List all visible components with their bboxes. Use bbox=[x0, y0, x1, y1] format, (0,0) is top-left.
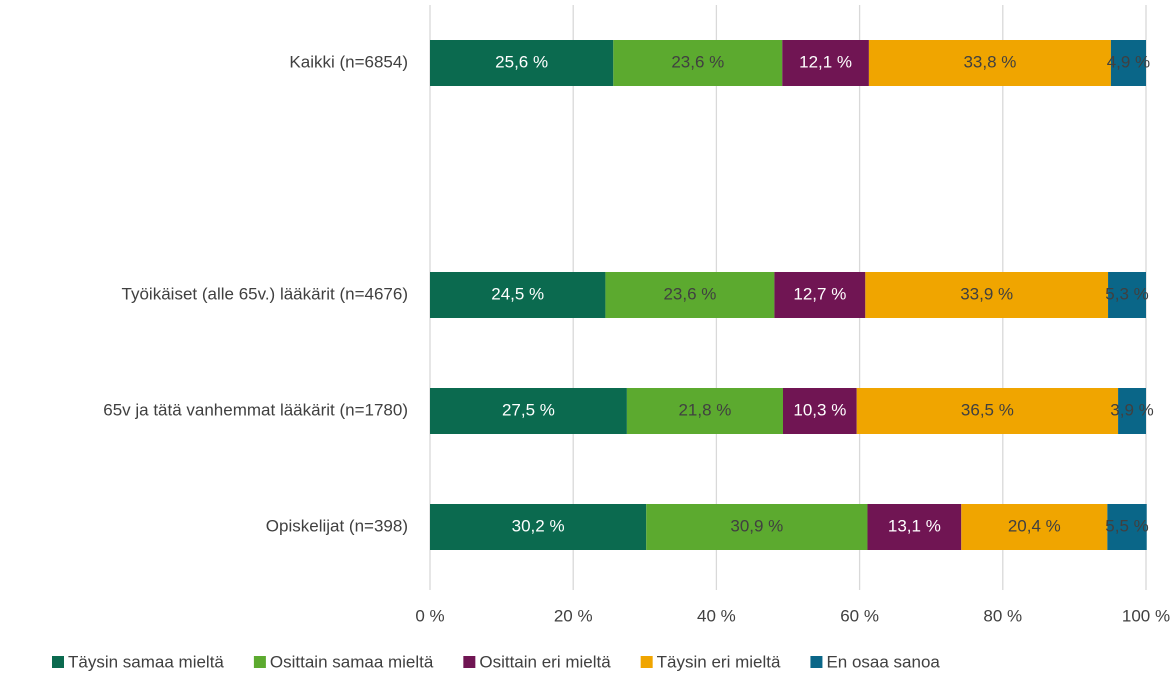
value-label: 3,9 % bbox=[1110, 400, 1153, 419]
value-label: 25,6 % bbox=[495, 52, 548, 71]
value-label: 5,3 % bbox=[1105, 284, 1148, 303]
bar-segment bbox=[430, 272, 606, 318]
legend-swatch bbox=[640, 656, 653, 668]
bar-segment bbox=[1108, 272, 1146, 318]
x-tick-label: 60 % bbox=[840, 606, 879, 625]
bar-segment bbox=[867, 504, 962, 550]
value-label: 5,5 % bbox=[1105, 516, 1148, 535]
bar-segment bbox=[1107, 504, 1147, 550]
x-tick-label: 80 % bbox=[983, 606, 1022, 625]
value-label: 23,6 % bbox=[663, 284, 716, 303]
value-label: 33,9 % bbox=[960, 284, 1013, 303]
value-label: 33,8 % bbox=[963, 52, 1016, 71]
value-label: 36,5 % bbox=[961, 400, 1014, 419]
value-label: 30,2 % bbox=[512, 516, 565, 535]
bar-segment bbox=[1110, 40, 1146, 86]
value-label: 20,4 % bbox=[1008, 516, 1061, 535]
x-tick-label: 20 % bbox=[554, 606, 593, 625]
bar-segment bbox=[856, 388, 1119, 434]
value-label: 12,1 % bbox=[799, 52, 852, 71]
value-label: 10,3 % bbox=[793, 400, 846, 419]
value-label: 23,6 % bbox=[671, 52, 724, 71]
value-label: 21,8 % bbox=[678, 400, 731, 419]
legend-label: Osittain samaa mieltä bbox=[270, 652, 434, 671]
bar-segment bbox=[626, 388, 783, 434]
category-label: Kaikki (n=6854) bbox=[289, 52, 408, 71]
bar-segment bbox=[782, 388, 857, 434]
value-label: 4,9 % bbox=[1107, 52, 1150, 71]
legend-label: Täysin samaa mieltä bbox=[68, 652, 224, 671]
value-label: 27,5 % bbox=[502, 400, 555, 419]
legend-label: En osaa sanoa bbox=[826, 652, 940, 671]
category-label: 65v ja tätä vanhemmat lääkärit (n=1780) bbox=[103, 400, 408, 419]
value-label: 30,9 % bbox=[730, 516, 783, 535]
bar-segment bbox=[868, 40, 1111, 86]
bar-segment bbox=[961, 504, 1108, 550]
category-label: Työikäiset (alle 65v.) lääkärit (n=4676) bbox=[122, 284, 408, 303]
x-tick-label: 40 % bbox=[697, 606, 736, 625]
x-tick-label: 0 % bbox=[415, 606, 444, 625]
legend-swatch bbox=[253, 656, 266, 668]
bar-segment bbox=[646, 504, 868, 550]
legend-label: Täysin eri mieltä bbox=[657, 652, 781, 671]
bar-segment bbox=[430, 388, 627, 434]
legend-swatch bbox=[810, 656, 823, 668]
bar-segment bbox=[613, 40, 783, 86]
bar-segment bbox=[430, 504, 647, 550]
value-label: 12,7 % bbox=[793, 284, 846, 303]
bar-segment bbox=[1118, 388, 1146, 434]
bar-segment bbox=[430, 40, 614, 86]
legend-label: Osittain eri mieltä bbox=[479, 652, 611, 671]
value-label: 24,5 % bbox=[491, 284, 544, 303]
bar-segment bbox=[605, 272, 775, 318]
value-label: 13,1 % bbox=[888, 516, 941, 535]
bar-segment bbox=[865, 272, 1109, 318]
bar-segment bbox=[774, 272, 866, 318]
category-label: Opiskelijat (n=398) bbox=[266, 516, 408, 535]
bar-segment bbox=[782, 40, 869, 86]
legend-swatch bbox=[463, 656, 476, 668]
x-tick-label: 100 % bbox=[1122, 606, 1170, 625]
legend-swatch bbox=[52, 656, 64, 668]
